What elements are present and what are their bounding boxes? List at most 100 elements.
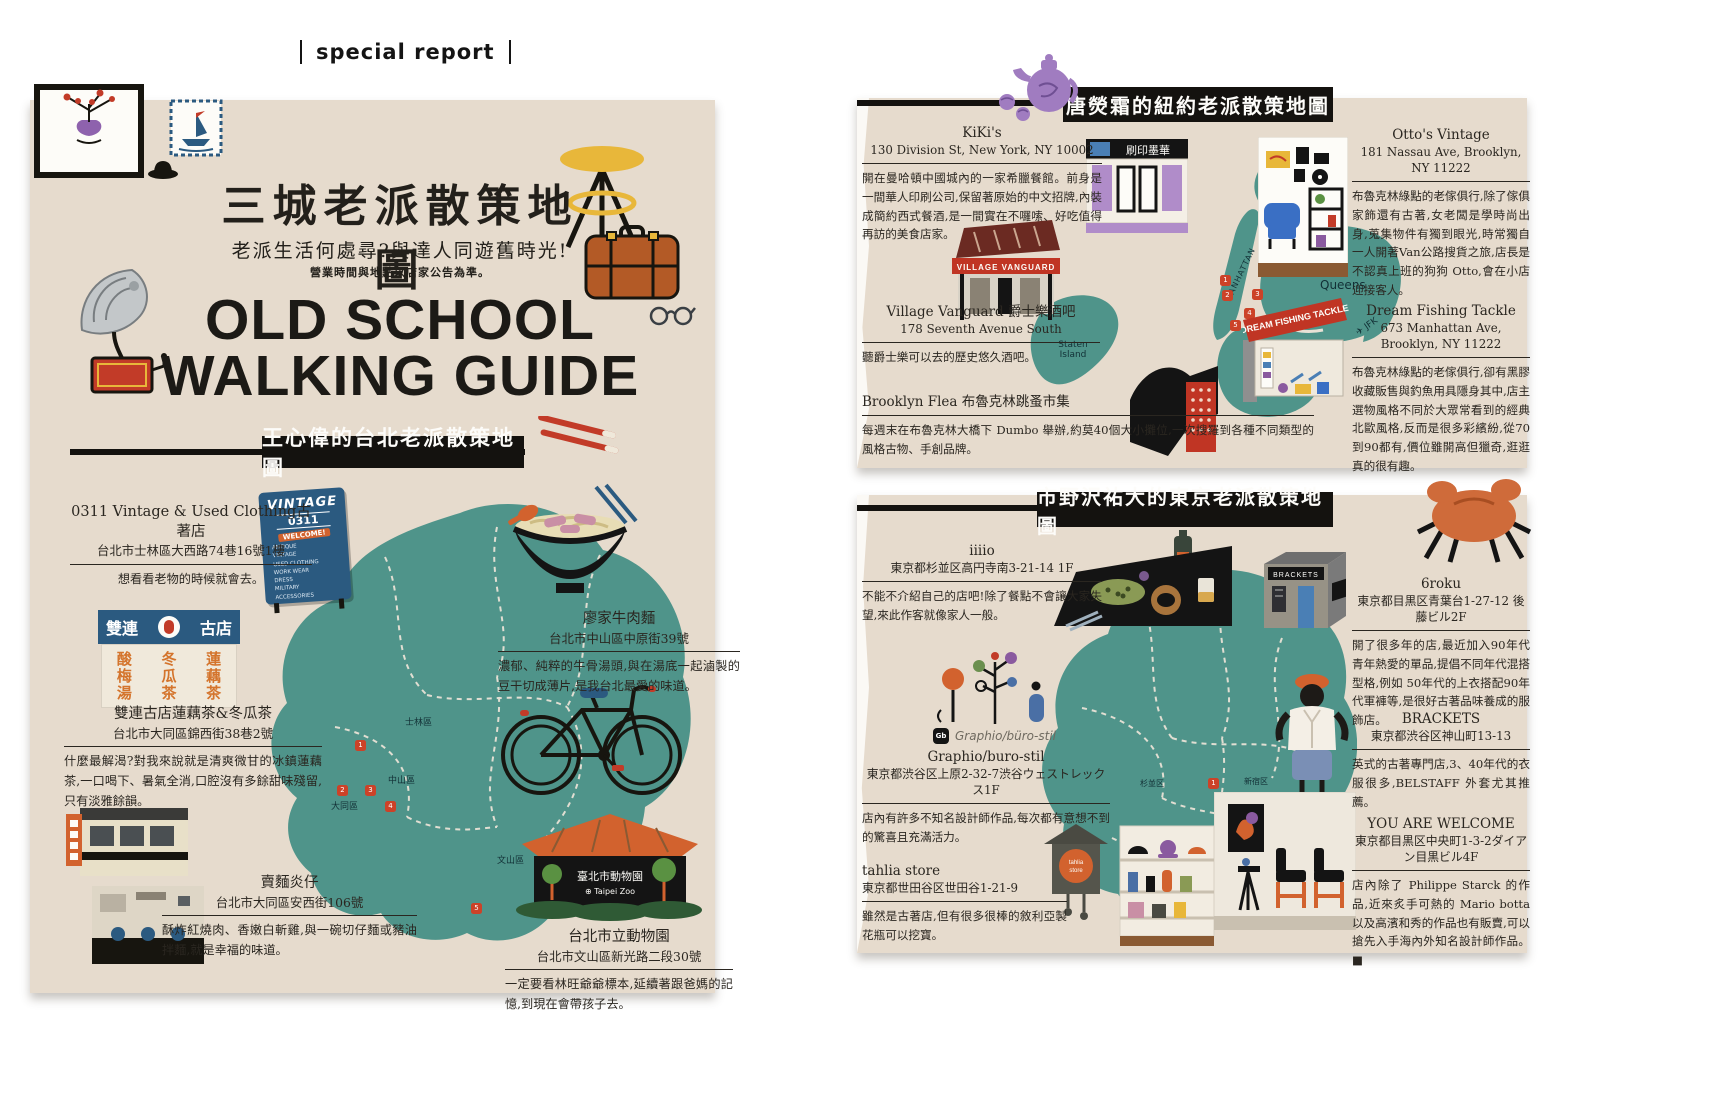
map-marker: 1 <box>1220 275 1231 286</box>
izakaya-food-illustration <box>1046 530 1236 644</box>
borough-label: Staten Island <box>1058 340 1088 360</box>
store-name: Brooklyn Flea 布魯克林跳蚤市集 <box>862 394 1070 410</box>
store-entry-zoo: 台北市立動物園 台北市文山區新光路二段30號 一定要看林旺爺爺標本,延續著跟爸媽… <box>505 928 733 1015</box>
divider <box>862 581 1102 583</box>
store-entry-6roku: 6roku 東京都目黒区青葉台1-27-12 後藤ビル2F 開了很多年的店,最近… <box>1352 575 1530 730</box>
tahlia-shop-illustration: tahlia store <box>1028 820 1220 948</box>
village-vanguard-illustration: VILLAGE VANGUARD <box>950 220 1064 330</box>
crab-illustration <box>1412 470 1536 568</box>
store-address: 東京都渋谷区上原2-32-7渋谷ウェストレックス1F <box>866 767 1106 798</box>
store-desc: 開了很多年的店,最近加入90年代青年熱愛的單品,提倡不同年代混搭型格,例如 50… <box>1352 638 1530 728</box>
store-desc: 店內有許多不知名設計師作品,每次都有意想不到的驚喜且充滿活力。 <box>862 811 1110 844</box>
store-address: 東京都杉並区高円寺南3-21-14 1F <box>890 561 1074 576</box>
hours-note: 營業時間與地點以店家公告為準。 <box>310 266 490 279</box>
store-entry-kikis: KiKi's 130 Division St, New York, NY 100… <box>862 124 1102 244</box>
divider-bar <box>300 40 302 64</box>
store-entry-dream: Dream Fishing Tackle 673 Manhattan Ave, … <box>1352 302 1530 476</box>
store-entry-shuanglian: 雙連古店蓮藕茶&冬瓜茶 台北市大同區錦西街38巷2號 什麼最解渴?對我來說就是清… <box>64 705 322 812</box>
map-marker: 4 <box>385 801 396 812</box>
ny-section-title: 唐熒霜的紐約老派散策地圖 <box>1063 87 1333 122</box>
store-name: 0311 Vintage & Used Clothing古著店 <box>71 504 311 540</box>
person-illustration <box>1268 670 1356 792</box>
ward-label: 新宿区 <box>1244 777 1268 786</box>
store-desc: 一定要看林旺爺爺標本,延續著跟爸媽的記憶,到現在會帶孩子去。 <box>505 977 733 1012</box>
sign-column: 酸梅湯 <box>114 650 133 702</box>
sign-column: 蓮藕茶 <box>204 650 223 702</box>
brooklyn-bridge-building-illustration <box>1126 356 1222 460</box>
store-address: 台北市大同區錦西街38巷2號 <box>113 725 273 741</box>
store-name: 6roku <box>1420 576 1462 592</box>
shuanglian-sign-illustration: 雙連 古店 酸梅湯 冬瓜茶 蓮藕茶 <box>98 610 240 710</box>
shuanglian-sign-left: 雙連 <box>106 619 139 638</box>
store-name: iiiio <box>969 543 995 559</box>
divider <box>162 915 417 917</box>
store-entry-maimian: 賣麵炎仔 台北市大同區安西街106號 酥炸紅燒肉、香嫩白斬雞,與一碗切仔麵或豬油… <box>162 874 417 961</box>
divider <box>1352 870 1530 872</box>
sign-leg <box>273 602 280 614</box>
chopsticks-illustration <box>532 416 624 462</box>
store-entry-vanguard: Village Vanguard 爵士樂酒吧 178 Seventh Avenu… <box>862 303 1100 367</box>
store-desc: 什麼最解渴?對我來說就是清爽微甘的冰鎮蓮藕茶,一口喝下、暑氣全消,口腔沒有多餘甜… <box>64 754 322 808</box>
store-name: tahlia store <box>862 863 941 879</box>
store-entry-tahlia: tahlia store 東京都世田谷区世田谷1-21-9 雖然是古著店,但有很… <box>862 862 1067 945</box>
store-desc: 店內除了 Philippe Starck 的作品,近來炙手可熱的 Mario b… <box>1352 878 1530 968</box>
report-tag: special report <box>300 40 511 64</box>
store-desc: 聽爵士樂可以去的歷史悠久酒吧。 <box>862 350 1036 365</box>
store-name: KiKi's <box>962 125 1002 141</box>
divider <box>1352 749 1530 751</box>
store-desc: 每週末在布魯克林大橋下 Dumbo 舉辦,約莫40個大小攤位,一次搜羅到各種不同… <box>862 423 1314 456</box>
graphio-logo-mark: Gb <box>933 728 949 744</box>
divider <box>862 803 1110 805</box>
suitcase-illustration <box>583 224 681 304</box>
store-address: 東京都世田谷区世田谷1-21-9 <box>862 881 1018 896</box>
brackets-sign-text: BRACKETS <box>1273 572 1319 579</box>
store-name: 廖家牛肉麵 <box>582 611 656 627</box>
tahlia-sign-line2: store <box>1069 868 1083 874</box>
store-entry-you-are-welcome: YOU ARE WELCOME 東京都目黒区中央町1-3-2ダイアン目黒ビル4F… <box>1352 815 1530 970</box>
zoo-sign-en: ⊕ Taipei Zoo <box>585 887 635 896</box>
district-label: 中山區 <box>388 776 416 786</box>
store-name: 雙連古店蓮藕茶&冬瓜茶 <box>114 706 272 722</box>
taipei-section-title: 王心偉的台北老派散策地圖 <box>262 425 524 480</box>
taipei-section-title-label: 王心偉的台北老派散策地圖 <box>262 425 515 480</box>
vase-picture-illustration <box>34 84 144 178</box>
store-address: 181 Nassau Ave, Brooklyn, NY 11222 <box>1360 145 1522 176</box>
tokyo-section-line <box>857 505 1043 511</box>
divider <box>1352 630 1530 632</box>
brackets-shop-illustration: BRACKETS <box>1256 546 1354 640</box>
ottos-vintage-room-illustration <box>1258 137 1348 277</box>
store-name: Graphio/buro-stil <box>927 749 1045 765</box>
stool-illustration <box>548 143 656 253</box>
store-address: 東京都目黒区青葉台1-27-12 後藤ビル2F <box>1357 594 1525 625</box>
divider <box>862 901 1067 903</box>
store-entry-0311: 0311 Vintage & Used Clothing古著店 台北市士林區大西… <box>70 503 312 590</box>
store-address: 台北市大同區安西街106號 <box>215 894 364 910</box>
map-marker: 2 <box>1222 290 1233 301</box>
ny-section-title-label: 唐熒霜的紐約老派散策地圖 <box>1066 94 1330 118</box>
map-marker: 3 <box>1252 289 1263 300</box>
main-subtitle: 老派生活何處尋?與達人同遊舊時光! <box>231 240 569 262</box>
tahlia-sign-line1: tahlia <box>1069 860 1084 866</box>
map-marker: 3 <box>365 785 376 796</box>
you-are-welcome-room-illustration <box>1214 792 1356 930</box>
hat-icon <box>146 156 180 180</box>
map-marker: 2 <box>337 785 348 796</box>
store-desc: 濃郁、純粹的牛骨湯頭,與在湯底一起滷製的豆干切成薄片,是我台北最愛的味道。 <box>498 659 740 694</box>
noodle-bowl-illustration <box>500 483 642 603</box>
store-name: BRACKETS <box>1401 711 1481 727</box>
store-entry-liaojia: 廖家牛肉麵 台北市中山區中原街39號 濃郁、純粹的牛骨湯頭,與在湯底一起滷製的豆… <box>498 610 740 697</box>
borough-label: Queens <box>1320 278 1366 292</box>
divider <box>1352 357 1530 359</box>
store-desc: 英式的古著專門店,3、40年代的衣服很多,BELSTAFF 外套尤其推薦。 <box>1352 757 1530 809</box>
zoo-gate-illustration: 臺北市動物園 ⊕ Taipei Zoo <box>512 808 708 928</box>
graphio-objects-illustration: Gb Graphio/büro-stil <box>933 646 1083 744</box>
report-tag-label: special report <box>316 40 495 64</box>
map-marker: 5 <box>471 903 482 914</box>
district-label: 大同區 <box>331 802 359 812</box>
store-address: 673 Manhattan Ave, Brooklyn, NY 11222 <box>1380 321 1502 352</box>
store-address: 東京都渋谷区神山町13-13 <box>1370 729 1512 744</box>
shuanglian-logo <box>158 616 180 638</box>
tokyo-section-title: 市野沢祐大的東京老派散策地圖 <box>1037 485 1333 538</box>
store-name: Otto's Vintage <box>1392 127 1490 143</box>
